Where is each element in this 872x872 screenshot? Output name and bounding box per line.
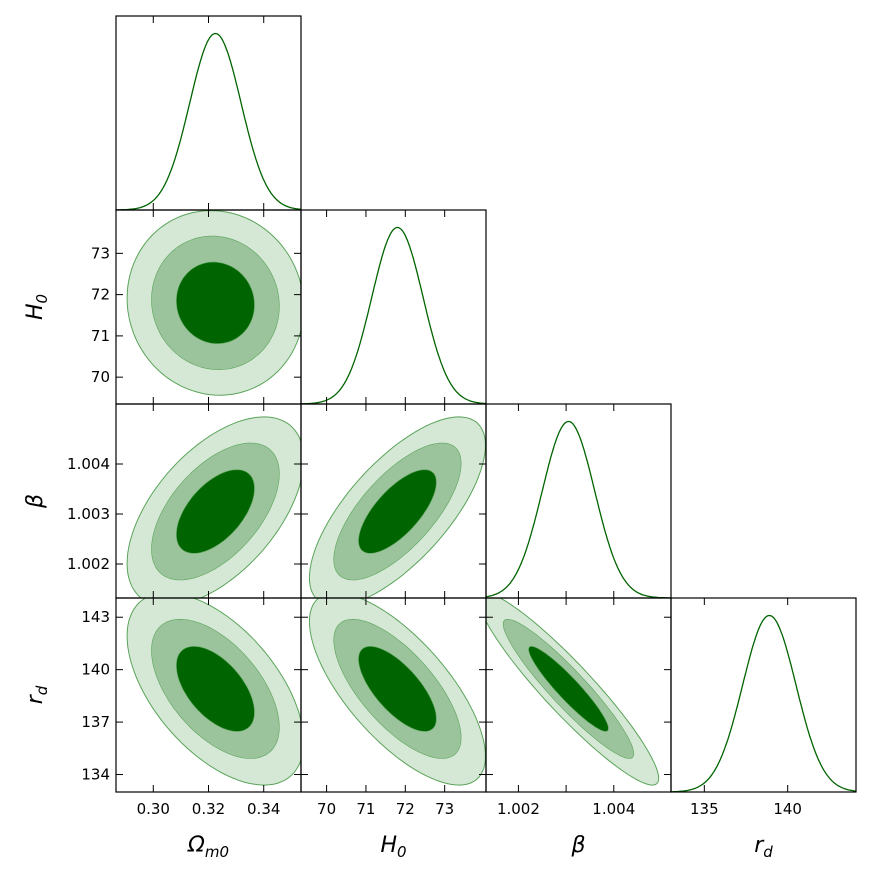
x-tick-label-r_d: 140 [773,800,802,818]
x-axis-label-Omega_m0: Ωm0 [187,833,229,861]
y-tick-label-beta: 1.003 [67,505,110,523]
y-tick-label-beta: 1.004 [67,455,110,473]
y-tick-label-r_d: 137 [81,713,110,731]
x-tick-label-r_d: 135 [690,800,719,818]
y-axis-label-H0: H0 [23,294,51,320]
contour-1sigma-H0-beta [358,469,437,554]
x-tick-label-Omega_m0: 0.34 [247,800,280,818]
x-tick-label-beta: 1.004 [592,800,635,818]
contour-layer [116,32,856,792]
x-tick-label-Omega_m0: 0.30 [137,800,170,818]
marginal-panel-Omega_m0 [116,32,301,210]
x-tick-label-H0: 72 [396,800,415,818]
contour-panel-Omega_m0-r_d [126,598,301,786]
marginal-panel-H0 [301,226,486,404]
y-tick-label-H0: 72 [91,286,110,304]
x-tick-label-H0: 70 [317,800,336,818]
x-axis-label-H0: H0 [380,833,406,861]
marginal-panel-r_d [671,614,856,792]
contour-panel-beta-r_d [486,598,660,786]
y-tick-label-H0: 70 [91,368,110,386]
panel-frame-r_d-r_d [670,597,857,793]
panel-frame-Omega_m0-Omega_m0 [115,15,302,211]
y-tick-label-beta: 1.002 [67,555,110,573]
x-tick-label-H0: 71 [356,800,375,818]
y-tick-label-r_d: 140 [81,661,110,679]
y-tick-label-r_d: 143 [81,608,110,626]
contour-panel-Omega_m0-beta [126,416,301,598]
contour-1sigma-H0-r_d [358,646,437,732]
y-tick-label-r_d: 134 [81,766,110,784]
x-tick-label-beta: 1.002 [497,800,540,818]
x-tick-label-H0: 73 [435,800,454,818]
x-tick-label-Omega_m0: 0.32 [192,800,225,818]
marginal-curve-beta [486,420,671,598]
y-axis-label-beta: β [23,494,48,509]
y-tick-label-H0: 71 [91,327,110,345]
contour-1sigma-Omega_m0-beta [176,469,255,554]
marginal-curve-Omega_m0 [116,32,301,210]
marginal-curve-r_d [671,614,856,792]
contour-1sigma-Omega_m0-H0 [176,261,255,344]
contour-1sigma-Omega_m0-r_d [176,646,255,732]
x-axis-label-beta: β [570,833,585,858]
label-layer: 0.30 0.32 0.34 Ωm0 70 71 72 73 H0 1.002 1.004 β 135 1… [23,244,802,861]
contour-panel-H0-r_d [308,598,486,786]
y-tick-label-H0: 73 [91,244,110,262]
marginal-curve-H0 [301,226,486,404]
y-axis-label-r_d: rd [23,685,51,704]
frame-layer [115,15,857,793]
panel-frame-H0-H0 [300,209,487,405]
contour-1sigma-beta-r_d [528,646,609,732]
contour-panel-H0-beta [308,416,486,598]
marginal-panel-beta [486,420,671,598]
contour-panel-Omega_m0-H0 [126,210,301,396]
x-axis-label-r_d: rd [754,833,773,861]
